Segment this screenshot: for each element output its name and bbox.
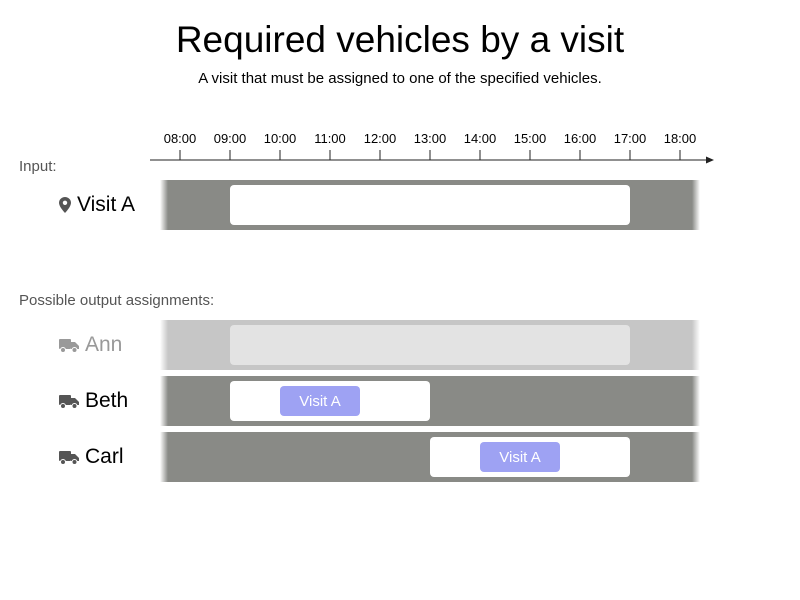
page-title: Required vehicles by a visit <box>175 19 625 60</box>
axis-tick-label: 17:00 <box>614 131 647 146</box>
vehicle-label-beth: Beth <box>59 376 128 426</box>
visit-chip: Visit A <box>480 442 560 472</box>
axis-tick-label: 13:00 <box>414 131 447 146</box>
visit-label-text: Visit A <box>77 193 135 216</box>
axis-tick-label: 12:00 <box>364 131 397 146</box>
truck-icon <box>59 394 79 409</box>
vehicle-label-carl: Carl <box>59 432 124 482</box>
axis-tick-label: 14:00 <box>464 131 497 146</box>
visit-chip: Visit A <box>280 386 360 416</box>
map-pin-icon <box>59 197 71 213</box>
vehicle-name: Carl <box>85 445 124 468</box>
output-section-label: Possible output assignments: <box>19 292 215 309</box>
vehicle-name: Ann <box>85 333 123 356</box>
axis-tick-label: 11:00 <box>314 131 346 146</box>
timeline-axis: 08:00 09:00 10:00 11:00 12:00 13:00 14:00 15:00… <box>150 131 714 164</box>
visit-time-window <box>230 185 630 225</box>
truck-icon <box>59 450 79 465</box>
axis-tick-label: 15:00 <box>514 131 547 146</box>
axis-tick-label: 08:00 <box>164 131 197 146</box>
vehicle-row-ann <box>160 320 700 370</box>
vehicle-row-beth: Visit A <box>160 376 700 426</box>
vehicle-name: Beth <box>85 389 129 412</box>
truck-icon <box>59 338 79 353</box>
visit-a-label: Visit A <box>59 180 135 230</box>
axis-tick-label: 10:00 <box>264 131 297 146</box>
input-visit-row <box>160 180 700 230</box>
axis-tick-label: 18:00 <box>664 131 697 146</box>
axis-tick-label: 09:00 <box>214 131 247 146</box>
shift-window <box>230 325 630 365</box>
axis-arrow-icon <box>706 156 714 164</box>
input-section-label: Input: <box>19 158 57 175</box>
axis-tick-label: 16:00 <box>564 131 597 146</box>
vehicle-row-carl: Visit A <box>160 432 700 482</box>
page-subtitle: A visit that must be assigned to one of … <box>198 70 602 87</box>
vehicle-label-ann: Ann <box>59 320 122 370</box>
